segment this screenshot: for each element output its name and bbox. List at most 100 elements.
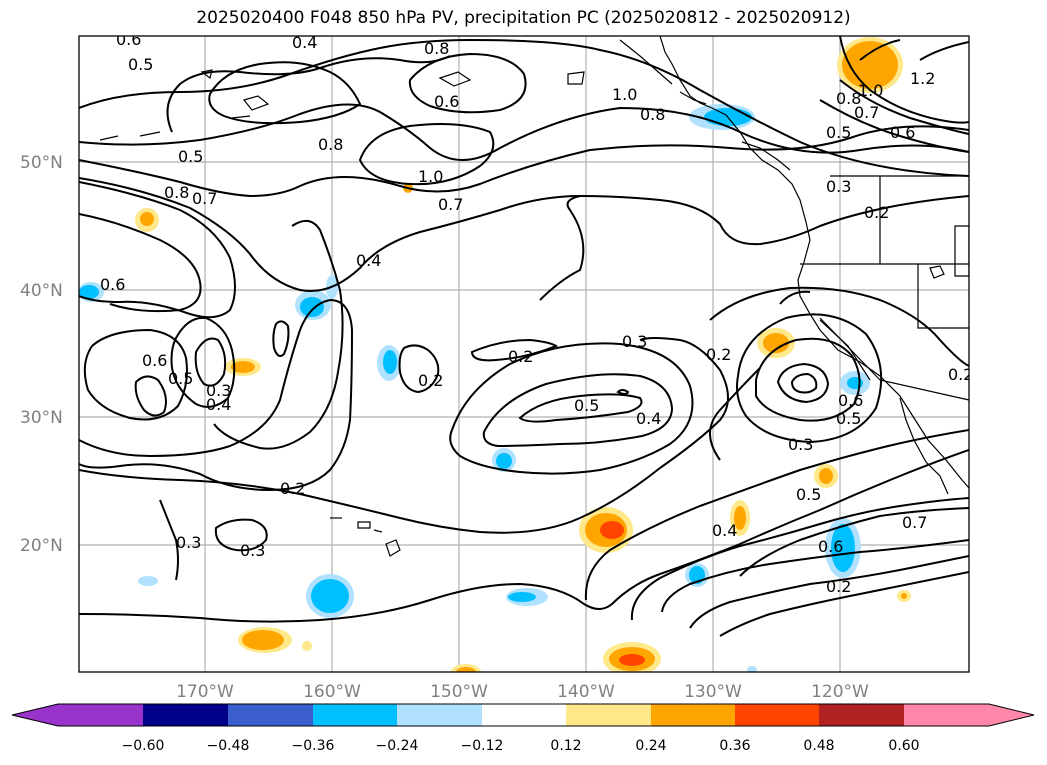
precip-negative-blob	[311, 579, 349, 613]
precip-positive-blob	[302, 641, 312, 651]
contour-label: 0.5	[128, 55, 153, 74]
colorbar-segment	[397, 704, 482, 726]
colorbar-segment	[904, 704, 989, 726]
precip-positive-blob	[456, 667, 476, 672]
contour-label: 0.6	[100, 275, 125, 294]
colorbar-extend-max	[989, 704, 1034, 726]
contour-label: 0.4	[292, 33, 317, 52]
precip-negative-blob	[847, 377, 863, 389]
contour-label: 0.7	[438, 195, 463, 214]
contour-label: 0.5	[574, 396, 599, 415]
precip-negative-blob	[747, 666, 757, 672]
map-frame	[78, 35, 970, 673]
colorbar-tick-label: −0.60	[122, 738, 165, 754]
contour-label: 0.6	[838, 391, 863, 410]
colorbar-ticks: −0.60 −0.48 −0.36 −0.24 −0.12 0.12 0.24 …	[122, 738, 920, 754]
colorbar-outline	[11, 703, 1035, 727]
colorbar-segment	[735, 704, 819, 726]
colorbar-extend-min	[12, 704, 58, 726]
contour-label: 0.3	[826, 177, 851, 196]
colorbar-tick-label: 0.36	[719, 738, 750, 754]
contour-label: 1.0	[612, 85, 637, 104]
colorbar-segment	[143, 704, 228, 726]
precip-positive-blob	[763, 333, 789, 353]
map-area	[79, 36, 969, 672]
lat-labels: 50°N 40°N 30°N 20°N	[20, 153, 63, 556]
colorbar-segment	[566, 704, 651, 726]
contour-label: 0.2	[864, 203, 889, 222]
precip-negative-blob	[383, 350, 397, 374]
contour-label: 0.6	[818, 537, 843, 556]
precip-positive-blob	[619, 654, 645, 666]
colorbar-tick-label: −0.24	[376, 738, 419, 754]
contour-label: 0.8	[836, 89, 861, 108]
colorbar-tick-label: 0.12	[550, 738, 581, 754]
lon-label: 130°W	[684, 682, 742, 702]
colorbar-tick-label: −0.36	[292, 738, 335, 754]
contour-label: 0.6	[890, 123, 915, 142]
contour-label: 0.7	[902, 513, 927, 532]
colorbar: −0.60 −0.48 −0.36 −0.24 −0.12 0.12 0.24 …	[11, 703, 1035, 754]
colorbar-tick-label: 0.60	[888, 738, 919, 754]
lon-label: 170°W	[176, 682, 234, 702]
lon-label: 120°W	[811, 682, 869, 702]
map-title: 2025020400 F048 850 hPa PV, precipitatio…	[196, 8, 851, 28]
contour-label: 0.4	[636, 409, 661, 428]
precip-positive-blob	[242, 630, 284, 650]
contour-label: 0.5	[836, 409, 861, 428]
contour-label: 0.8	[164, 183, 189, 202]
colorbar-tick-label: −0.12	[461, 738, 504, 754]
precip-negative-blob	[508, 592, 536, 602]
lon-label: 140°W	[557, 682, 615, 702]
contour-label: 0.5	[168, 369, 193, 388]
graticule	[79, 36, 969, 672]
colorbar-segment	[313, 704, 397, 726]
lon-labels: 170°W 160°W 150°W 140°W 130°W 120°W	[176, 682, 869, 702]
contour-label: 0.5	[178, 147, 203, 166]
contour-label: 0.8	[640, 105, 665, 124]
precip-positive-blob	[842, 41, 898, 89]
precip-negative-blob	[496, 453, 512, 469]
contour-labels: 0.6 0.5 0.4 0.8 0.6 1.0 0.8 0.8 1.0 0.7 …	[100, 33, 973, 596]
contour-label: 0.3	[206, 381, 231, 400]
colorbar-segment	[819, 704, 904, 726]
contour-label: 0.7	[854, 103, 879, 122]
contour-label: 0.3	[788, 435, 813, 454]
precip-negative-blob	[831, 524, 855, 572]
map-content: 0.6 0.5 0.4 0.8 0.6 1.0 0.8 0.8 1.0 0.7 …	[79, 33, 973, 672]
precip-positive-blob	[140, 212, 154, 226]
precip-positive-blob	[734, 506, 746, 530]
contour-label: 0.8	[318, 135, 343, 154]
precip-negative-blob	[300, 297, 324, 317]
contour-label: 0.8	[424, 39, 449, 58]
precip-positive-blob	[600, 521, 624, 539]
contour-label: 1.0	[418, 167, 443, 186]
contour-label: 0.7	[192, 189, 217, 208]
contour-label: 0.4	[712, 521, 737, 540]
lat-label: 30°N	[20, 408, 63, 428]
contour-label: 1.0	[858, 81, 883, 100]
precip-shading	[79, 37, 911, 672]
colorbar-segment	[228, 704, 313, 726]
colorbar-segment	[482, 704, 566, 726]
colorbar-segment	[651, 704, 735, 726]
lat-label: 50°N	[20, 153, 63, 173]
contour-label: 0.4	[356, 251, 381, 270]
colorbar-tick-label: 0.24	[635, 738, 666, 754]
contour-label: 0.2	[948, 365, 973, 384]
precip-negative-blob	[138, 576, 158, 586]
contour-label: 1.2	[910, 69, 935, 88]
contour-label: 0.6	[434, 92, 459, 111]
contour-label: 0.2	[706, 345, 731, 364]
precip-positive-blob	[819, 468, 833, 484]
lon-label: 160°W	[303, 682, 361, 702]
lon-label: 150°W	[430, 682, 488, 702]
precip-positive-blob	[901, 593, 907, 599]
precip-positive-blob	[231, 361, 255, 373]
lat-label: 40°N	[20, 281, 63, 301]
contour-label: 0.2	[508, 347, 533, 366]
contour-label: 0.3	[622, 332, 647, 351]
contour-label: 0.2	[418, 371, 443, 390]
contour-label: 0.6	[142, 351, 167, 370]
